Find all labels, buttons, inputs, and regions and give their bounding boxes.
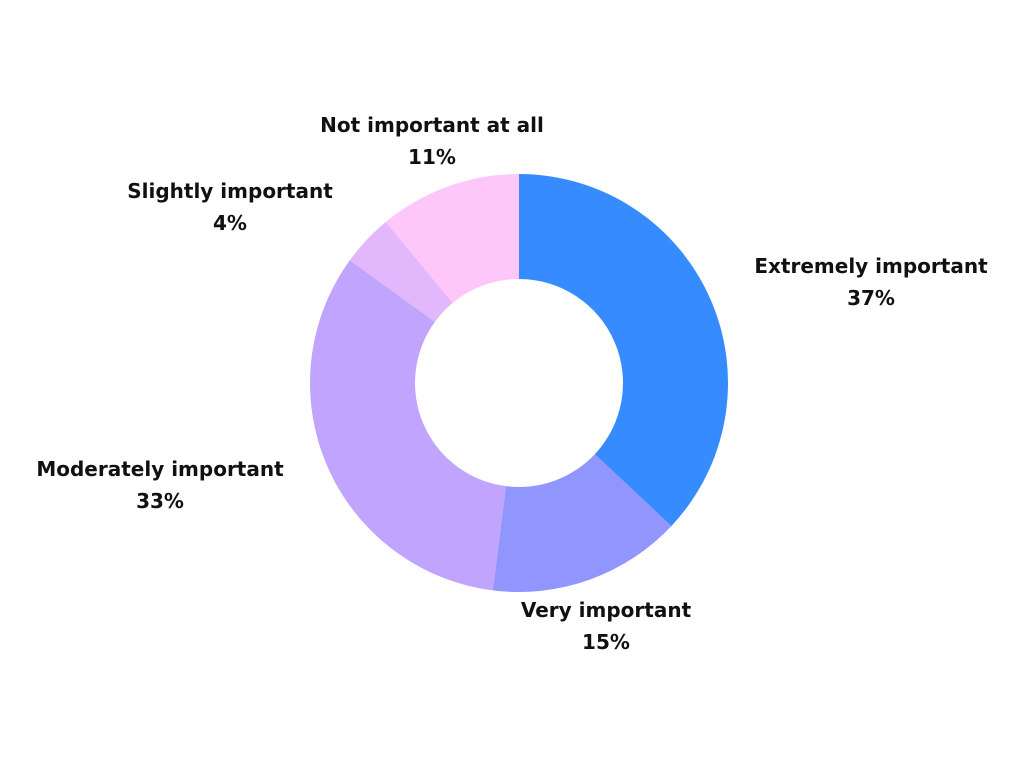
donut-slice-very-important [492,454,672,593]
slice-percent: 4% [213,211,247,235]
donut-slice-extremely-important [519,174,728,527]
slice-name: Not important at all [320,113,544,137]
slice-percent: 15% [582,630,630,654]
slice-percent: 37% [847,286,895,310]
slice-label-extremely-important: Extremely important 37% [754,250,987,314]
donut-slice-not-important-at-all [385,174,519,303]
slice-label-moderately-important: Moderately important 33% [36,453,283,517]
donut-slice-slightly-important [349,221,453,322]
donut-slice-moderately-important [309,260,506,591]
slice-name: Slightly important [127,179,333,203]
slice-percent: 11% [408,145,456,169]
slice-label-slightly-important: Slightly important 4% [127,175,333,239]
slice-name: Extremely important [754,254,988,278]
slice-percent: 33% [136,489,184,513]
slice-label-very-important: Very important 15% [521,594,691,658]
slice-name: Moderately important [36,457,284,481]
slice-label-not-important-at-all: Not important at all 11% [320,109,544,173]
slice-name: Very important [520,598,692,622]
